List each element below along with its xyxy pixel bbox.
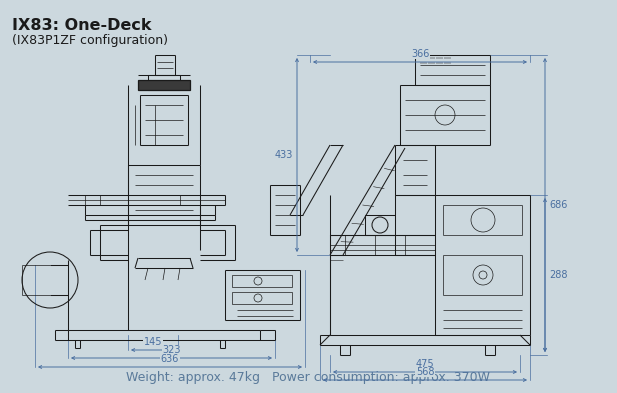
Text: 323: 323 xyxy=(162,345,181,355)
Text: 475: 475 xyxy=(416,359,434,369)
Bar xyxy=(138,80,190,90)
Text: (IX83P1ZF configuration): (IX83P1ZF configuration) xyxy=(12,34,168,47)
Text: 686: 686 xyxy=(549,200,568,210)
Text: 288: 288 xyxy=(549,270,568,280)
Bar xyxy=(232,275,292,287)
Text: 568: 568 xyxy=(416,367,434,377)
Text: 145: 145 xyxy=(144,337,162,347)
Bar xyxy=(232,292,292,304)
Text: 433: 433 xyxy=(275,150,293,160)
Text: 636: 636 xyxy=(161,354,179,364)
Text: Weight: approx. 47kg   Power consumption: approx. 370W: Weight: approx. 47kg Power consumption: … xyxy=(126,371,490,384)
Text: IX83: One-Deck: IX83: One-Deck xyxy=(12,18,152,33)
Text: 366: 366 xyxy=(411,49,429,59)
